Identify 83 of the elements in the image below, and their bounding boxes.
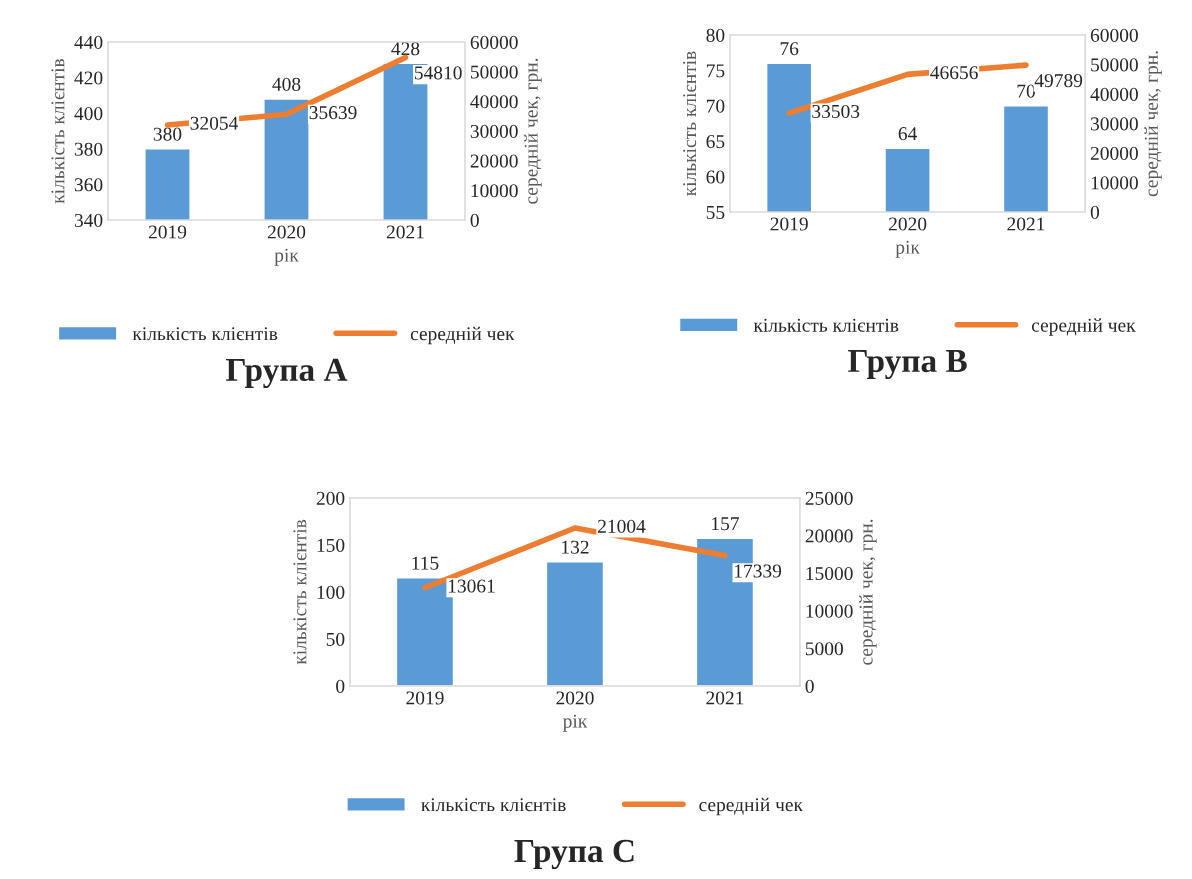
y-axis-title: кількість клієнтів (293, 519, 307, 665)
y2-tick-label: 60000 (470, 35, 518, 49)
text: Група С (514, 839, 634, 870)
data-label: 54810 (414, 66, 462, 80)
data-label: 35639 (309, 106, 357, 120)
data-label: 76 (780, 42, 799, 56)
x-tick-label: 2019 (148, 225, 187, 239)
legend-label: кількість клієнтів (753, 318, 899, 332)
data-label: 21004 (598, 519, 646, 533)
y2-tick-label: 0 (805, 679, 814, 693)
y2-tick-label: 10000 (806, 604, 853, 618)
y2-axis-title: середній чек, грн. (1144, 51, 1162, 197)
x-tick-label: 2020 (267, 225, 306, 239)
text: Група В (848, 350, 967, 380)
y-tick-label: 150 (317, 538, 345, 552)
y-tick-label: 420 (74, 71, 103, 85)
y2-tick-label: 50000 (470, 65, 518, 79)
y2-tick-label: 20000 (470, 154, 518, 168)
legend-label: середній чек (410, 326, 515, 345)
y2-axis-title: середній чек, грн. (524, 58, 542, 204)
data-label: 33503 (812, 104, 860, 119)
y-axis-title: кількість клієнтів (683, 51, 697, 196)
y-tick-label: 65 (706, 135, 725, 149)
x-tick-label: 2019 (406, 691, 444, 705)
x-tick-label: 2021 (706, 691, 744, 705)
data-label: 115 (412, 556, 439, 570)
data-label: 49789 (1034, 74, 1083, 88)
x-axis-title: рік (274, 248, 299, 266)
legend-label: кількість клієнтів (421, 798, 566, 812)
y2-axis-title: середній чек, грн. (859, 519, 877, 665)
y2-tick-label: 25000 (805, 491, 853, 505)
data-label: 64 (898, 127, 918, 141)
data-label: 157 (712, 517, 739, 531)
bar (545, 561, 605, 686)
y2-tick-label: 10000 (471, 184, 518, 198)
y-tick-label: 55 (706, 206, 725, 219)
data-label: 13061 (448, 579, 495, 593)
y-tick-label: 200 (316, 491, 345, 505)
y-tick-label: 70 (706, 99, 725, 113)
y-tick-label: 380 (74, 142, 103, 156)
y2-tick-label: 40000 (1090, 87, 1138, 101)
y2-tick-label: 60000 (1090, 28, 1138, 42)
x-tick-label: 2021 (386, 225, 424, 239)
y-tick-label: 50 (326, 632, 345, 646)
y2-tick-label: 20000 (805, 529, 853, 543)
x-axis-title: рік (895, 240, 920, 258)
y-tick-label: 340 (74, 213, 103, 227)
y2-tick-label: 30000 (470, 124, 518, 138)
y-tick-label: 0 (336, 679, 345, 693)
y-tick-label: 360 (74, 178, 103, 192)
y2-tick-label: 0 (470, 213, 479, 227)
y2-tick-label: 20000 (1090, 146, 1138, 160)
x-tick-label: 2020 (556, 691, 594, 705)
x-tick-label: 2019 (770, 217, 808, 231)
y-tick-label: 80 (706, 28, 725, 42)
y2-tick-label: 15000 (806, 566, 853, 581)
legend-label: середній чек (699, 797, 803, 816)
legend-label: кількість клієнтів (132, 327, 278, 341)
data-label: 380 (153, 127, 182, 141)
y2-tick-label: 0 (1090, 205, 1100, 219)
x-tick-label: 2021 (1007, 217, 1045, 231)
data-label: 32054 (190, 116, 239, 130)
x-axis-title: рік (562, 714, 588, 732)
data-label: 408 (272, 77, 301, 91)
y-tick-label: 75 (706, 64, 725, 78)
y2-tick-label: 40000 (470, 95, 518, 109)
x-tick-label: 2020 (889, 217, 927, 231)
y-tick-label: 100 (317, 585, 345, 599)
legend-label: середній чек (1031, 318, 1136, 336)
y2-tick-label: 5000 (805, 642, 843, 656)
y-tick-label: 440 (74, 35, 103, 49)
y2-tick-label: 30000 (1090, 117, 1138, 131)
data-label: 70 (1017, 84, 1035, 98)
text: Група А (226, 358, 348, 388)
data-label: 428 (391, 42, 420, 56)
data-label: 17339 (735, 564, 782, 578)
data-label: 46656 (930, 66, 978, 80)
y2-tick-label: 10000 (1091, 176, 1138, 190)
data-label: 132 (562, 540, 589, 554)
y2-tick-label: 50000 (1091, 58, 1138, 72)
y-tick-label: 400 (74, 107, 103, 121)
y-axis-title: кількість клієнтів (51, 58, 65, 204)
y-tick-label: 60 (706, 170, 725, 184)
